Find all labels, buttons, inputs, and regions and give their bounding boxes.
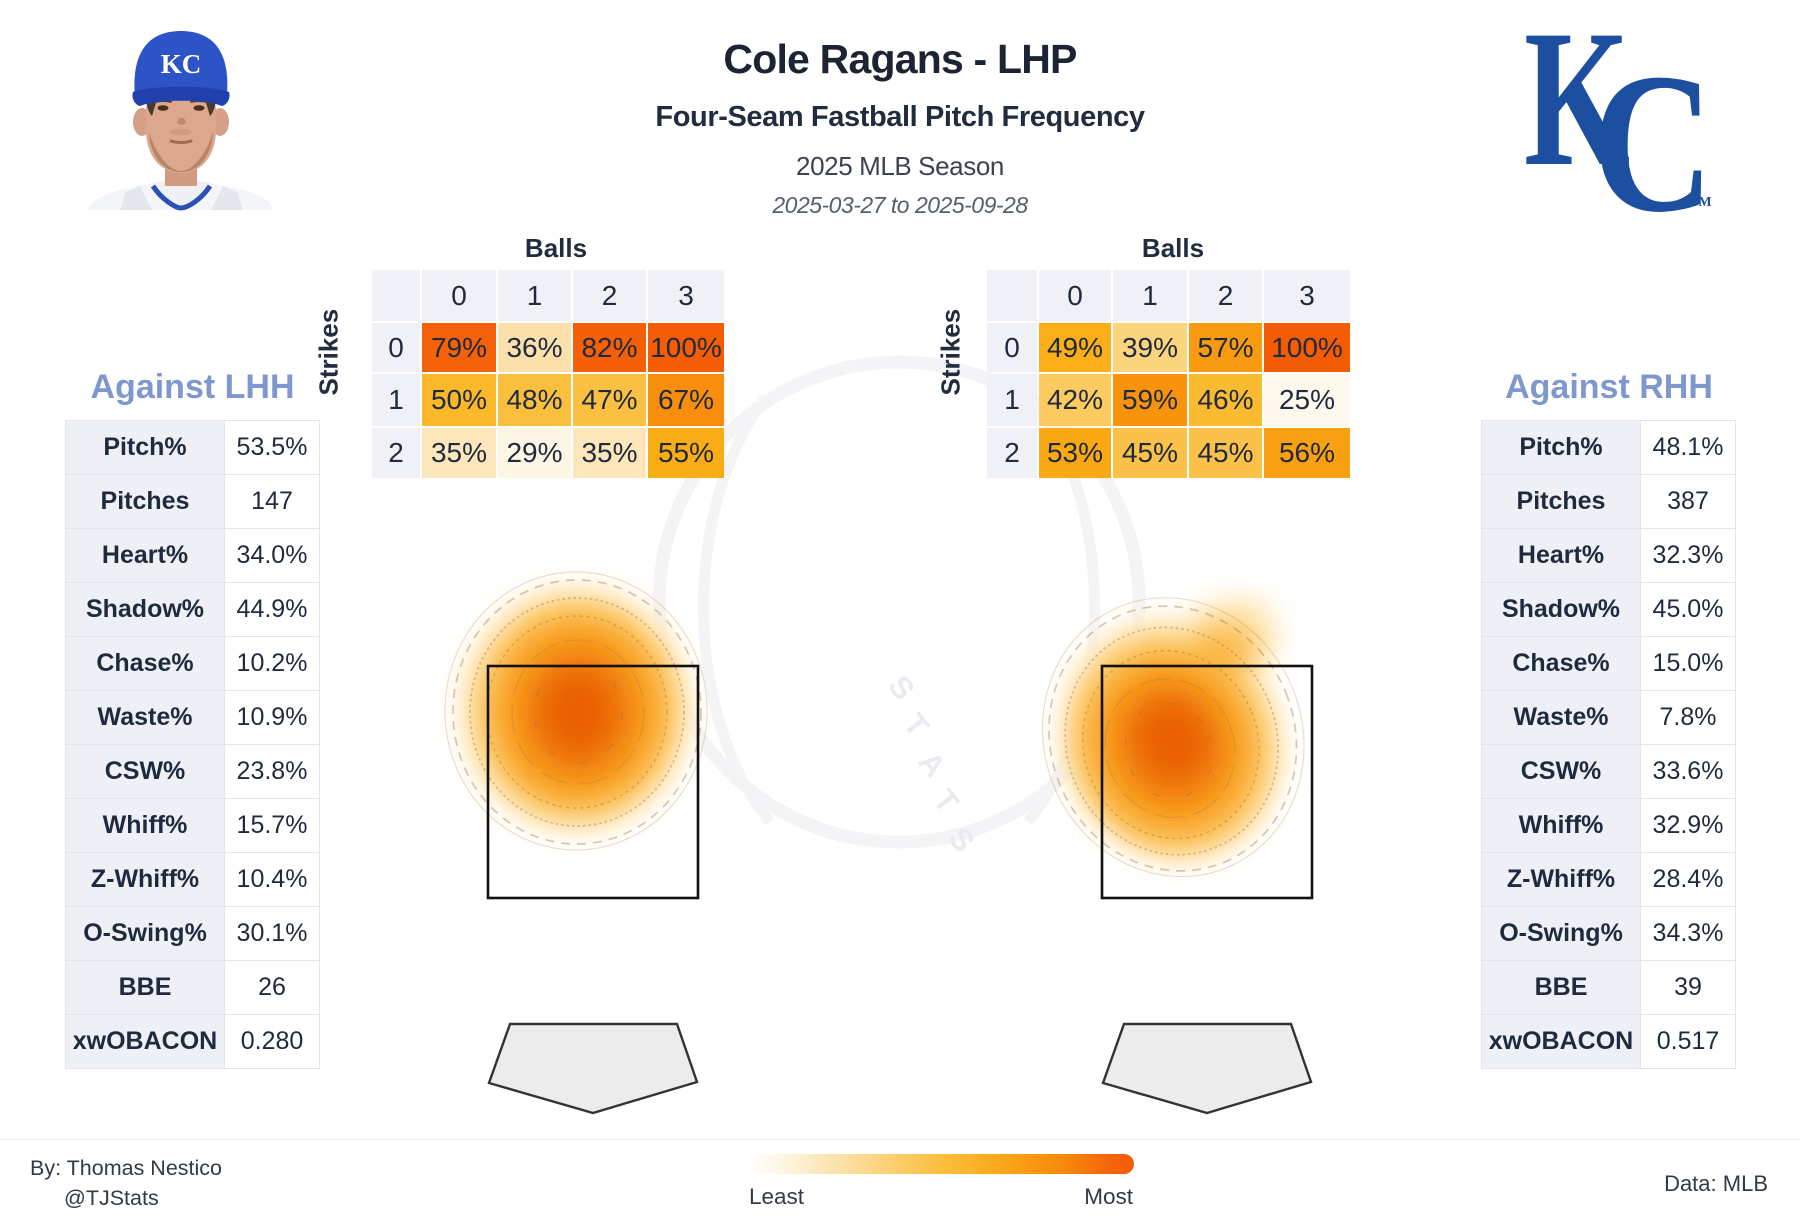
svg-text:A: A — [911, 745, 952, 784]
svg-text:C: C — [1592, 33, 1714, 254]
svg-text:T: T — [926, 783, 965, 820]
svg-text:K: K — [1524, 0, 1630, 207]
svg-text:T: T — [896, 707, 935, 744]
svg-text:TM: TM — [1689, 195, 1712, 210]
svg-text:S: S — [881, 669, 921, 707]
svg-text:KC: KC — [161, 49, 202, 79]
